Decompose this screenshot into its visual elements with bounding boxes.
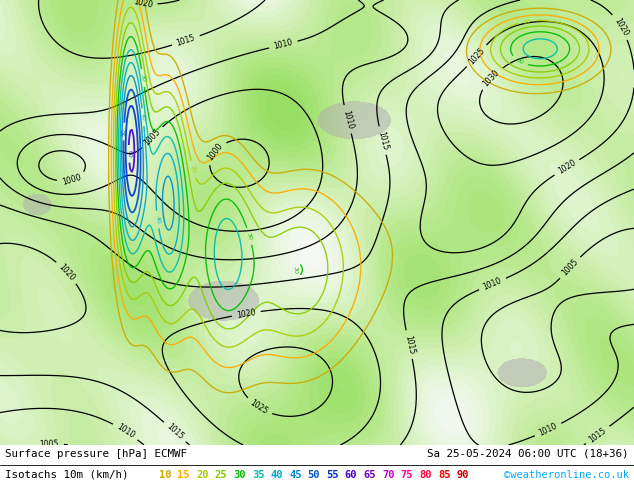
Text: 1010: 1010 bbox=[482, 276, 503, 292]
Text: 85: 85 bbox=[438, 470, 450, 480]
Text: 1015: 1015 bbox=[165, 422, 185, 442]
Text: 45: 45 bbox=[289, 470, 302, 480]
Text: 30: 30 bbox=[515, 57, 524, 66]
Text: Surface pressure [hPa] ECMWF: Surface pressure [hPa] ECMWF bbox=[5, 448, 187, 459]
Text: 20: 20 bbox=[523, 19, 532, 25]
Text: 1030: 1030 bbox=[482, 68, 501, 88]
Text: 1010: 1010 bbox=[273, 38, 294, 51]
Text: 1015: 1015 bbox=[176, 33, 197, 48]
Text: 35: 35 bbox=[252, 470, 264, 480]
Text: 80: 80 bbox=[419, 470, 432, 480]
Text: 25: 25 bbox=[215, 470, 227, 480]
Text: 1020: 1020 bbox=[556, 158, 578, 176]
Text: 1000: 1000 bbox=[61, 172, 82, 187]
Text: ©weatheronline.co.uk: ©weatheronline.co.uk bbox=[504, 470, 629, 480]
Text: 1005: 1005 bbox=[39, 439, 59, 448]
Text: 60: 60 bbox=[345, 470, 358, 480]
Text: 70: 70 bbox=[382, 470, 394, 480]
Text: 15: 15 bbox=[178, 470, 190, 480]
Text: 1020: 1020 bbox=[236, 308, 257, 319]
Text: 60: 60 bbox=[126, 150, 131, 158]
Text: 30: 30 bbox=[292, 266, 297, 274]
Text: 1015: 1015 bbox=[403, 334, 416, 355]
Text: Isotachs 10m (km/h): Isotachs 10m (km/h) bbox=[5, 470, 129, 480]
Text: 1015: 1015 bbox=[376, 130, 389, 151]
Text: 1005: 1005 bbox=[142, 127, 162, 147]
Text: 40: 40 bbox=[271, 470, 283, 480]
Text: 1020: 1020 bbox=[57, 262, 77, 283]
Text: 65: 65 bbox=[363, 470, 376, 480]
Text: 20: 20 bbox=[190, 165, 197, 174]
Text: 90: 90 bbox=[456, 470, 469, 480]
Text: 50: 50 bbox=[121, 127, 127, 136]
Text: Sa 25-05-2024 06:00 UTC (18+36): Sa 25-05-2024 06:00 UTC (18+36) bbox=[427, 448, 629, 459]
Text: 1020: 1020 bbox=[612, 16, 630, 37]
Text: 1025: 1025 bbox=[467, 46, 486, 66]
Text: 1020: 1020 bbox=[133, 0, 153, 9]
Text: 1010: 1010 bbox=[115, 422, 136, 441]
Text: 1000: 1000 bbox=[205, 141, 224, 162]
Text: 50: 50 bbox=[307, 470, 320, 480]
Text: 75: 75 bbox=[401, 470, 413, 480]
Text: 1005: 1005 bbox=[560, 258, 580, 278]
Text: 20: 20 bbox=[196, 470, 209, 480]
Text: 1015: 1015 bbox=[587, 426, 608, 444]
Text: 55: 55 bbox=[327, 470, 339, 480]
Text: 40: 40 bbox=[155, 216, 160, 224]
Text: 40: 40 bbox=[140, 113, 146, 122]
Text: 1010: 1010 bbox=[538, 422, 559, 438]
Text: 10: 10 bbox=[158, 470, 171, 480]
Text: 30: 30 bbox=[140, 74, 146, 82]
Text: 30: 30 bbox=[233, 470, 246, 480]
Text: 30: 30 bbox=[246, 232, 253, 241]
Text: 1025: 1025 bbox=[249, 398, 269, 416]
Text: 1010: 1010 bbox=[341, 109, 354, 130]
